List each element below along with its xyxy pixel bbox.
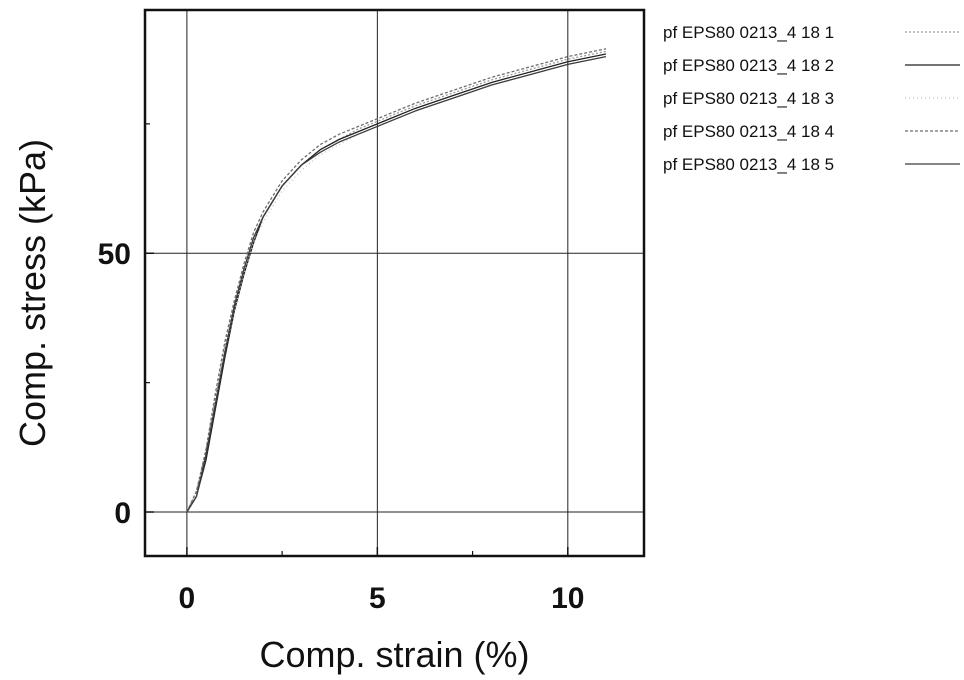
legend-label-1: pf EPS80 0213_4 18 1	[663, 23, 834, 42]
tick-labels: 0 5 10 0 50	[98, 238, 585, 615]
series-line-3	[186, 55, 607, 513]
y-tick-label: 50	[98, 238, 131, 271]
series-line-1	[186, 50, 607, 513]
x-tick-label: 0	[179, 582, 196, 615]
series-line-2	[186, 53, 607, 513]
y-axis-title: Comp. stress (kPa)	[12, 139, 53, 447]
legend-label-2: pf EPS80 0213_4 18 2	[663, 56, 834, 75]
axis-ticks	[145, 123, 569, 556]
series-lines	[186, 48, 607, 513]
grid	[145, 10, 644, 556]
legend-label-4: pf EPS80 0213_4 18 4	[663, 122, 834, 141]
x-axis-title: Comp. strain (%)	[259, 634, 529, 675]
legend: pf EPS80 0213_4 18 1 pf EPS80 0213_4 18 2…	[663, 23, 960, 174]
legend-label-3: pf EPS80 0213_4 18 3	[663, 89, 834, 108]
x-tick-label: 10	[551, 582, 584, 615]
plot-frame	[143, 8, 646, 558]
y-tick-label: 0	[114, 497, 131, 530]
x-tick-label: 5	[369, 582, 386, 615]
series-line-4	[186, 48, 607, 513]
legend-label-5: pf EPS80 0213_4 18 5	[663, 155, 834, 174]
series-line-5	[186, 55, 607, 513]
